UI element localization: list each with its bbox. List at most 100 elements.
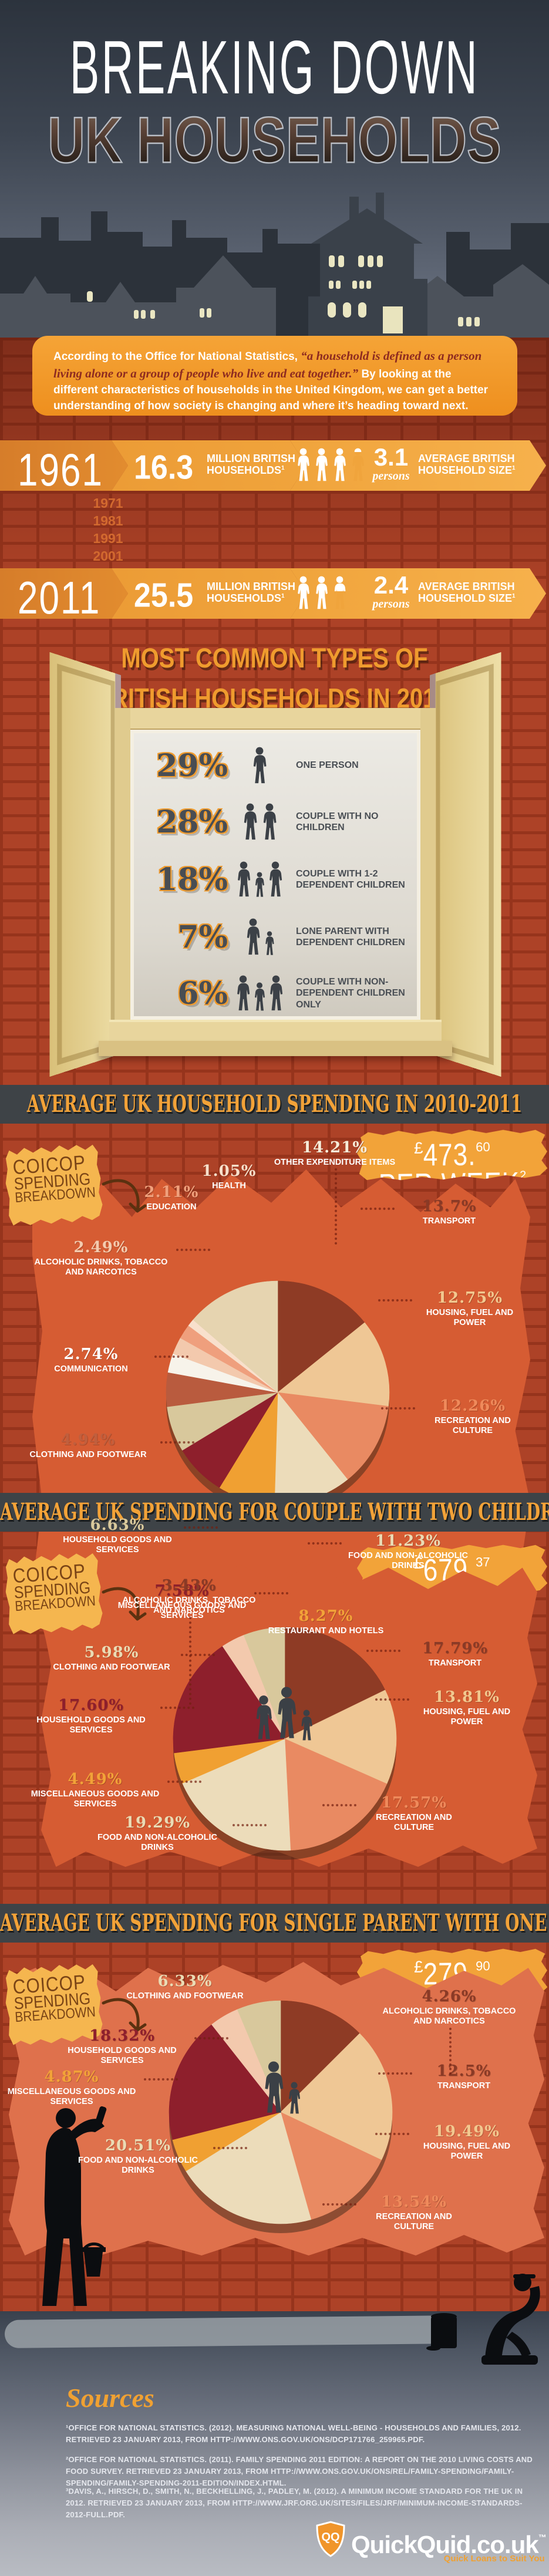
household-type-row: 29% ONE PERSON	[140, 739, 416, 793]
footnote-ref: 1	[281, 593, 285, 600]
pie-label: 4.94% CLOTHING AND FOOTWEAR	[21, 1432, 194, 1460]
trademark: ™	[538, 2533, 547, 2542]
source-item-1: ¹OFFICE FOR NATIONAL STATISTICS. (2012).…	[66, 2423, 521, 2444]
pie-label: 4.87% MISCELLANEOUS GOODS AND SERVICES	[4, 2069, 178, 2108]
household-size-2011: 2.4 persons	[369, 573, 413, 611]
shield-icon: QQ	[316, 2521, 345, 2557]
couple-nondependent-icon	[228, 975, 291, 1011]
intermediate-years: 1971 1981 1991 2001	[81, 494, 135, 565]
quickquid-logo[interactable]: QQ QuickQuid.co.uk™ Quick Loans to Suit …	[315, 2521, 547, 2564]
coicop-tag-1: COICOP SPENDING BREAKDOWN	[4, 1143, 104, 1227]
window-top-beam	[115, 708, 436, 731]
person-icon	[316, 576, 328, 609]
pie-label: 2.11% EDUCATION	[144, 1184, 199, 1212]
window-jamb-left	[115, 708, 130, 1047]
year-2001: 2001	[93, 548, 123, 564]
pie-label: 19.29% FOOD AND NON-ALCOHOLIC DRINKS	[87, 1815, 267, 1853]
year-1991: 1991	[93, 531, 123, 546]
section-header-single-parent: AVERAGE UK SPENDING FOR SINGLE PARENT WI…	[0, 1904, 549, 1943]
pie-label: 13.54% RECREATION AND CULTURE	[322, 2194, 467, 2233]
person-icon	[316, 448, 328, 481]
person-icon	[298, 448, 309, 481]
section-header-couple: AVERAGE UK SPENDING FOR COUPLE WITH TWO …	[0, 1493, 549, 1532]
label-line: HOUSEHOLDS	[207, 464, 282, 477]
year-1971: 1971	[93, 495, 123, 511]
household-type-row: 28% COUPLE WITH NO CHILDREN	[140, 795, 416, 849]
pie-label: 18.32% HOUSEHOLD GOODS AND SERVICES	[55, 2028, 228, 2066]
person-icon	[247, 918, 260, 955]
one-person-icon	[228, 747, 291, 784]
couple-icon	[228, 803, 291, 841]
pie-slice	[280, 2000, 360, 2113]
pie-label: 19.49% HOUSING, FUEL AND POWER	[375, 2123, 520, 2162]
person-icon	[278, 1687, 297, 1738]
pie-slice	[284, 1690, 397, 1785]
type-percentage: 6%	[177, 975, 228, 1011]
pie-slice	[193, 1280, 278, 1393]
pie-label: 17.60% HOUSEHOLD GOODS AND SERVICES	[26, 1697, 194, 1736]
type-percentage: 28%	[156, 804, 228, 840]
timeline-band-1961: 1961 16.3 MILLION BRITISH HOUSEHOLDS1 3.…	[0, 440, 549, 496]
pie-label: 12.26% RECREATION AND CULTURE	[381, 1398, 526, 1437]
person-icon	[238, 861, 251, 897]
paint-puddle	[4, 2315, 457, 2349]
section-header-spending: AVERAGE UK HOUSEHOLD SPENDING IN 2010-20…	[0, 1085, 549, 1124]
pie-label: 12.75% HOUSING, FUEL AND POWER	[378, 1290, 523, 1329]
pie-slice	[169, 2024, 281, 2140]
section-title: AVERAGE UK SPENDING FOR SINGLE PARENT WI…	[0, 1909, 549, 1937]
person-icon	[270, 975, 283, 1011]
band-segment	[290, 568, 546, 619]
people-icons-2011	[295, 576, 348, 610]
person-icon	[289, 2082, 301, 2114]
page-title-line2: UK HOUSEHOLDS	[0, 103, 549, 178]
crouching-painter-silhouette	[481, 2274, 540, 2365]
pie-label: 7.58% MISCELLANEOUS GOODS AND SERVICES	[114, 1583, 288, 1621]
person-icon	[334, 448, 346, 481]
households-1961-value: 16.3	[134, 449, 194, 487]
household-size-1961: 3.1 persons	[369, 445, 413, 483]
pie-slice	[277, 1280, 365, 1393]
pie-label: 2.49% ALCOHOLIC DRINKS, TOBACCO AND NARCO…	[31, 1239, 210, 1278]
pie-label: 3.43% ALCOHOLIC DRINKS, TOBACCO AND NARCO…	[119, 1577, 260, 1704]
currency-symbol: £	[413, 1957, 423, 1976]
painter-silhouette	[42, 2106, 107, 2306]
brand-suffix: .co.uk	[470, 2531, 538, 2558]
curved-arrow-icon	[102, 1998, 147, 2032]
brand-name: QuickQuid	[351, 2531, 471, 2558]
pie-chart-spending-single-parent	[169, 2000, 393, 2233]
coicop-tag-2: COICOP SPENDING BREAKDOWN	[4, 1552, 104, 1636]
type-percentage: 7%	[177, 919, 228, 955]
intro-quote: “a household is defined as a person livi…	[53, 349, 482, 380]
pie-label: 11.23% FOOD AND NON-ALCOHOLIC DRINKS	[308, 1533, 470, 1572]
label-line: MILLION BRITISH	[207, 581, 295, 592]
year-1981: 1981	[93, 513, 123, 528]
price-cents: 90	[476, 1958, 490, 1974]
person-icon	[244, 803, 257, 840]
pie-label: 6.63% HOUSEHOLD GOODS AND SERVICES	[56, 1517, 218, 1556]
curved-arrow-icon	[102, 1587, 147, 1621]
intro-prefix: According to the Office for National Sta…	[53, 350, 301, 363]
source-item-2: ²OFFICE FOR NATIONAL STATISTICS. (2011).…	[66, 2455, 533, 2488]
pie-slice	[284, 1627, 386, 1739]
person-icon	[265, 2061, 284, 2113]
people-icons-1961	[295, 448, 366, 482]
intro-suffix: By looking at the different characterist…	[53, 367, 489, 412]
type-label: COUPLE WITH 1-2 DEPENDENT CHILDREN	[296, 868, 405, 890]
pie-slice	[280, 2112, 382, 2220]
type-label: COUPLE WITH NO CHILDREN	[296, 811, 379, 832]
household-type-row: 7% LONE PARENT WITH DEPENDENT CHILDREN	[140, 910, 416, 964]
lone-parent-icon	[228, 918, 291, 956]
pie-label: 13.7% TRANSPORT	[361, 1198, 499, 1226]
size-1961-label: AVERAGE BRITISH HOUSEHOLD SIZE1	[418, 453, 516, 476]
person-icon	[256, 1695, 272, 1739]
pie-label: 4.26% ALCOHOLIC DRINKS, TOBACCO AND NARCO…	[376, 1988, 523, 2074]
city-skyline-illustration	[0, 193, 549, 338]
person-icon	[255, 982, 265, 1011]
pie-slice	[182, 1738, 291, 1851]
brand-tagline: Quick Loans to Suit You	[443, 2554, 545, 2564]
size-value: 3.1	[373, 443, 409, 471]
pie-label: 20.51% FOOD AND NON-ALCOHOLIC DRINKS	[68, 2137, 247, 2176]
pie-slice	[280, 2033, 393, 2160]
footnote-ref: 1	[512, 465, 516, 472]
